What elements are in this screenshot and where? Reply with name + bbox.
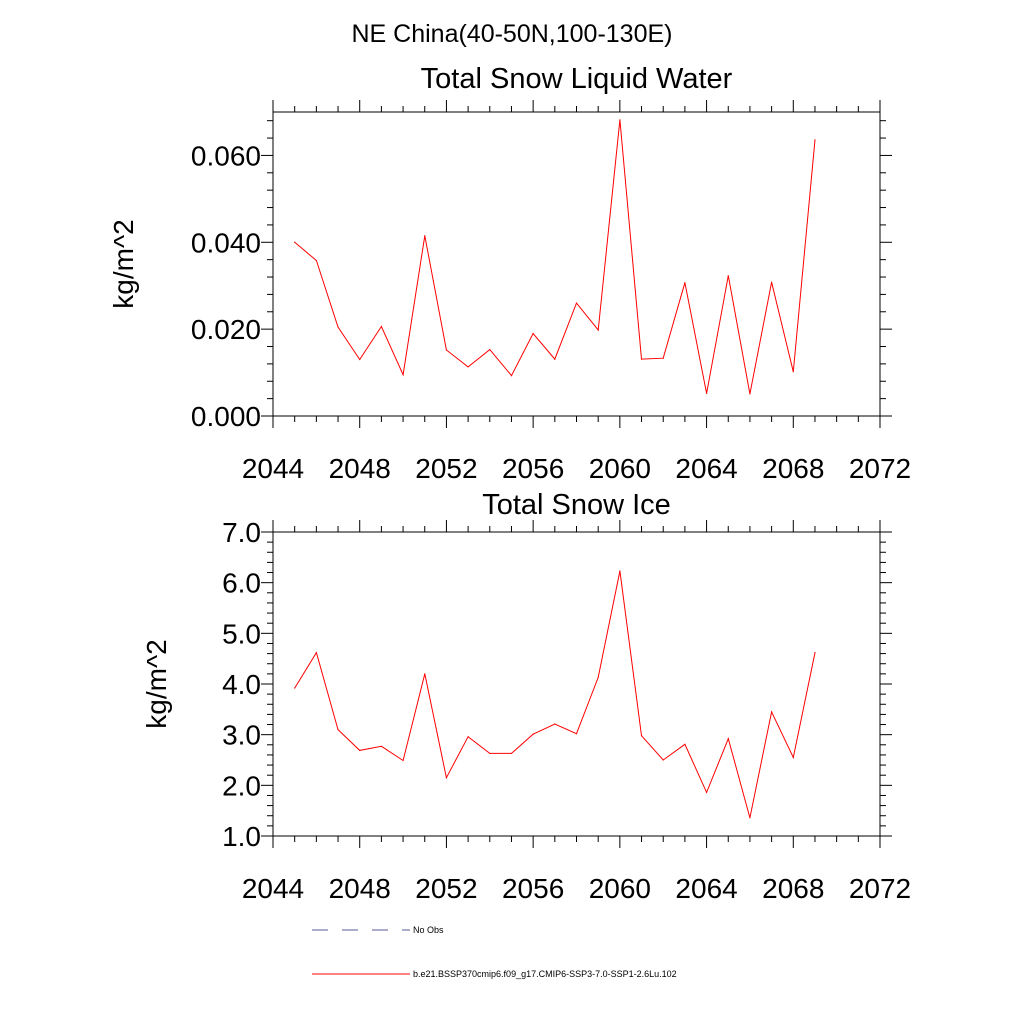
y-tick-label-snow-ice: 2.0 xyxy=(222,770,261,801)
x-tick-label-snow-liquid-water: 2072 xyxy=(849,453,911,484)
x-tick-label-snow-liquid-water: 2060 xyxy=(589,453,651,484)
panel-snow-ice: Total Snow Ice 2044 2048 2052 2056 2060 2064 20… xyxy=(141,489,911,904)
data-point-snow-ice xyxy=(792,756,794,759)
data-point-snow-liquid-water xyxy=(684,282,686,284)
data-point-snow-ice xyxy=(402,759,404,762)
legend: No Obs b.e21.BSSP370cmip6.f09_g17.CMIP6-… xyxy=(312,925,677,979)
data-point-snow-liquid-water xyxy=(749,393,751,395)
x-tick-label-snow-liquid-water: 2064 xyxy=(675,453,737,484)
y-tick-label-snow-ice: 5.0 xyxy=(222,618,261,649)
y-tick-label-snow-liquid-water: 0.040 xyxy=(191,227,261,258)
data-point-snow-liquid-water xyxy=(359,358,361,361)
x-tick-label-snow-liquid-water: 2044 xyxy=(242,453,304,484)
series-line-snow-ice xyxy=(294,570,816,818)
y-tick-label-snow-ice: 4.0 xyxy=(222,669,261,700)
data-point-snow-liquid-water xyxy=(294,241,296,243)
x-tick-label-snow-ice: 2056 xyxy=(502,873,564,904)
data-point-snow-ice xyxy=(727,738,729,740)
data-point-snow-liquid-water xyxy=(705,392,708,395)
data-point-snow-liquid-water xyxy=(445,349,448,351)
legend-item-model-run: b.e21.BSSP370cmip6.f09_g17.CMIP6-SSP3-7.… xyxy=(312,969,677,979)
y-tick-label-snow-ice: 1.0 xyxy=(222,821,261,852)
data-point-snow-liquid-water xyxy=(424,235,426,237)
legend-item-no-obs: No Obs xyxy=(312,925,444,935)
data-point-snow-ice xyxy=(315,651,317,654)
x-tick-label-snow-liquid-water: 2052 xyxy=(415,453,477,484)
x-tick-label-snow-ice: 2048 xyxy=(329,873,391,904)
plot-frame-snow-liquid-water xyxy=(272,111,881,417)
chart-title-snow-liquid-water: Total Snow Liquid Water xyxy=(421,63,733,95)
x-tick-label-snow-ice: 2052 xyxy=(415,873,477,904)
data-point-snow-liquid-water xyxy=(575,302,578,304)
data-point-snow-ice xyxy=(337,729,339,731)
data-point-snow-liquid-water xyxy=(402,374,404,376)
data-point-snow-ice xyxy=(575,733,578,735)
y-axis-label-snow-ice: kg/m^2 xyxy=(141,639,172,728)
data-point-snow-liquid-water xyxy=(640,358,643,360)
data-point-snow-ice xyxy=(532,733,534,735)
data-point-snow-ice xyxy=(749,817,751,819)
legend-label-no-obs: No Obs xyxy=(413,925,444,935)
data-point-snow-liquid-water xyxy=(619,119,621,121)
y-tick-label-snow-ice: 7.0 xyxy=(222,517,261,548)
x-tick-label-snow-ice: 2060 xyxy=(589,873,651,904)
x-tick-label-snow-ice: 2064 xyxy=(675,873,737,904)
y-tick-label-snow-ice: 3.0 xyxy=(222,720,261,751)
data-point-snow-liquid-water xyxy=(662,357,664,359)
data-point-snow-ice xyxy=(684,743,686,745)
data-point-snow-ice xyxy=(380,745,382,747)
data-point-snow-liquid-water xyxy=(532,332,534,335)
data-point-snow-ice xyxy=(619,570,621,572)
data-point-snow-liquid-water xyxy=(771,281,773,283)
data-point-snow-ice xyxy=(814,651,816,654)
data-point-snow-ice xyxy=(662,759,664,761)
data-point-snow-ice xyxy=(510,752,513,755)
chart-title-snow-ice: Total Snow Ice xyxy=(482,489,671,521)
data-point-snow-liquid-water xyxy=(554,358,556,360)
data-point-snow-ice xyxy=(771,711,773,713)
data-point-snow-ice xyxy=(597,676,599,679)
x-tick-label-snow-liquid-water: 2056 xyxy=(502,453,564,484)
data-point-snow-ice xyxy=(424,673,426,675)
data-point-snow-liquid-water xyxy=(814,139,816,141)
x-tick-label-snow-ice: 2068 xyxy=(762,873,824,904)
y-axis-label-snow-liquid-water: kg/m^2 xyxy=(108,219,139,308)
panel-snow-liquid-water: Total Snow Liquid Water 2044 2048 2052 2056 2… xyxy=(108,63,911,484)
data-point-snow-liquid-water xyxy=(727,275,729,277)
x-tick-label-snow-ice: 2072 xyxy=(849,873,911,904)
data-point-snow-ice xyxy=(554,723,556,725)
data-point-snow-liquid-water xyxy=(489,348,491,351)
data-point-snow-ice xyxy=(467,736,469,738)
series-line-snow-liquid-water xyxy=(294,119,816,394)
data-point-snow-liquid-water xyxy=(792,371,794,373)
data-point-snow-ice xyxy=(294,687,296,689)
figure-title: NE China(40-50N,100-130E) xyxy=(351,20,672,48)
data-point-snow-ice xyxy=(705,791,708,794)
x-tick-label-snow-liquid-water: 2048 xyxy=(329,453,391,484)
x-tick-label-snow-liquid-water: 2068 xyxy=(762,453,824,484)
data-point-snow-liquid-water xyxy=(337,326,339,328)
data-point-snow-liquid-water xyxy=(510,375,513,377)
y-tick-label-snow-liquid-water: 0.060 xyxy=(191,140,261,171)
data-point-snow-liquid-water xyxy=(315,259,317,262)
x-tick-label-snow-ice: 2044 xyxy=(242,873,304,904)
data-point-snow-liquid-water xyxy=(380,325,382,328)
y-tick-label-snow-liquid-water: 0.020 xyxy=(191,314,261,345)
data-point-snow-liquid-water xyxy=(467,366,469,368)
data-point-snow-ice xyxy=(489,752,491,755)
plot-frame-snow-ice xyxy=(272,531,881,837)
data-point-snow-ice xyxy=(640,735,643,737)
legend-label-model-run: b.e21.BSSP370cmip6.f09_g17.CMIP6-SSP3-7.… xyxy=(413,969,677,979)
data-point-snow-liquid-water xyxy=(597,329,599,331)
y-tick-label-snow-liquid-water: 0.000 xyxy=(191,401,261,432)
data-point-snow-ice xyxy=(445,777,448,779)
y-tick-label-snow-ice: 6.0 xyxy=(222,568,261,599)
data-point-snow-ice xyxy=(359,749,361,751)
